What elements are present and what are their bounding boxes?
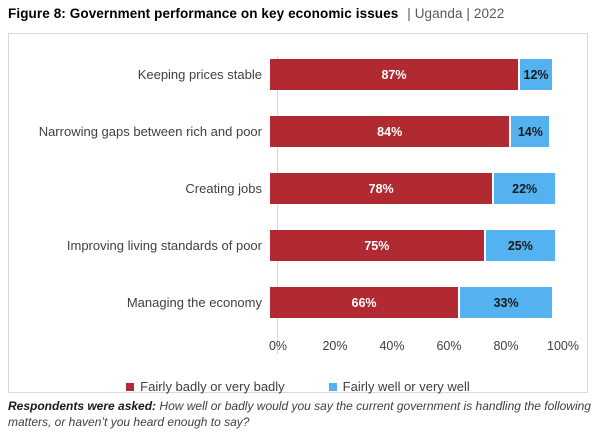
footnote-lead: Respondents were asked: — [8, 399, 157, 413]
bar-segment-well: 12% — [517, 59, 553, 90]
bar-track: 84% 14% — [270, 116, 555, 147]
category-label: Narrowing gaps between rich and poor — [38, 124, 262, 139]
bar-track: 75% 25% — [270, 230, 555, 261]
chart-row: Creating jobs 78% 22% — [9, 160, 587, 217]
chart-area: Keeping prices stable 87% 12% Narrowing gap… — [8, 33, 588, 394]
category-label: Improving living standards of poor — [66, 238, 262, 253]
bar-segment-well: 25% — [483, 230, 555, 261]
bar-segment-well: 14% — [509, 116, 550, 147]
x-axis-tick-label: 20% — [322, 339, 348, 353]
legend-swatch-icon — [328, 382, 337, 391]
x-axis-tick-label: 60% — [436, 339, 462, 353]
legend-label: Fairly badly or very badly — [140, 379, 285, 394]
legend-swatch-icon — [126, 382, 135, 391]
category-label: Creating jobs — [185, 181, 262, 196]
legend-item-well: Fairly well or very well — [328, 379, 470, 394]
footnote-text: How well or badly would you say the curr… — [8, 399, 591, 429]
figure-title-main: Figure 8: Government performance on key … — [8, 6, 399, 21]
x-axis-tick-label: 40% — [379, 339, 405, 353]
category-label: Keeping prices stable — [137, 67, 262, 82]
chart-row: Narrowing gaps between rich and poor 84% 1… — [9, 103, 587, 160]
legend: Fairly badly or very badly Fairly well or… — [9, 379, 587, 394]
x-axis: 0% 20% 40% 60% 80% 100% — [269, 337, 579, 357]
bar-segment-badly: 84% — [270, 116, 510, 147]
legend-label: Fairly well or very well — [342, 379, 470, 394]
legend-item-badly: Fairly badly or very badly — [126, 379, 285, 394]
footnote: Respondents were asked: How well or badl… — [8, 399, 596, 430]
chart-row: Improving living standards of poor 75% 25% — [9, 217, 587, 274]
bar-rows: Keeping prices stable 87% 12% Narrowing gap… — [9, 46, 587, 331]
x-axis-tick-label: 100% — [547, 339, 579, 353]
bar-track: 66% 33% — [270, 287, 555, 318]
figure-title: Figure 8: Government performance on key … — [8, 6, 504, 21]
bar-segment-well: 33% — [458, 287, 553, 318]
y-axis-line — [277, 56, 278, 354]
bar-segment-badly: 75% — [270, 230, 484, 261]
bar-track: 87% 12% — [270, 59, 555, 90]
bar-segment-badly: 87% — [270, 59, 518, 90]
chart-row: Keeping prices stable 87% 12% — [9, 46, 587, 103]
bar-segment-badly: 66% — [270, 287, 459, 318]
figure-title-subtitle: | Uganda | 2022 — [407, 6, 505, 21]
bar-segment-badly: 78% — [270, 173, 493, 204]
category-label: Managing the economy — [126, 295, 262, 310]
bar-track: 78% 22% — [270, 173, 555, 204]
bar-segment-well: 22% — [492, 173, 555, 204]
x-axis-tick-label: 80% — [493, 339, 519, 353]
chart-row: Managing the economy 66% 33% — [9, 274, 587, 331]
x-axis-tick-label: 0% — [268, 339, 288, 353]
